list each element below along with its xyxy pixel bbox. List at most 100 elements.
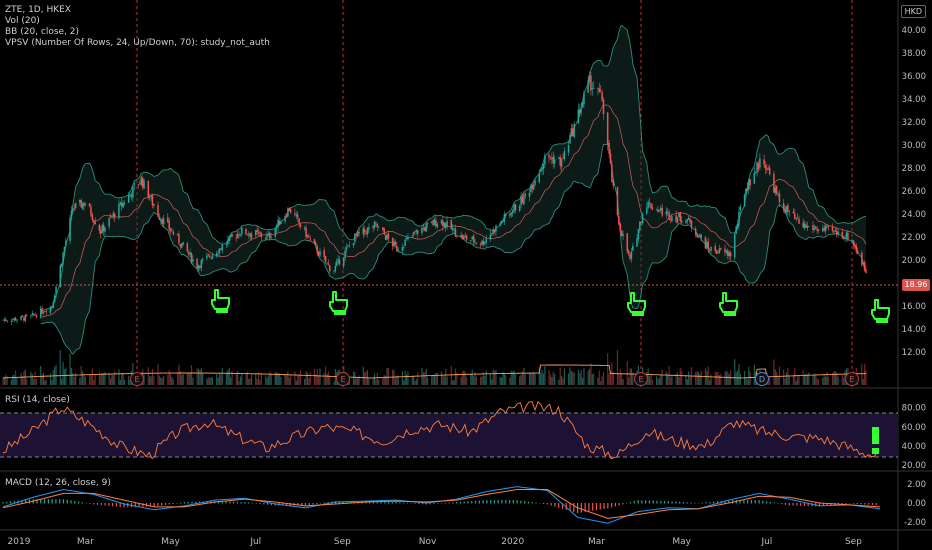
volume-bar [580, 370, 582, 385]
volume-bar [714, 371, 716, 385]
volume-bar [266, 378, 268, 385]
candle-body [404, 239, 406, 247]
macd-histogram-bar [142, 503, 144, 507]
volume-bar [397, 376, 399, 385]
volume-bar [572, 371, 574, 385]
candle-body [270, 236, 272, 238]
macd-histogram-bar [421, 503, 424, 505]
macd-histogram-bar [505, 500, 507, 504]
event-marker[interactable] [130, 372, 144, 386]
candle-body [127, 194, 130, 203]
candle-body [25, 315, 28, 316]
macd-tick: 0.00 [907, 499, 926, 509]
candle-body [255, 230, 257, 236]
candle-body [387, 233, 390, 239]
candle-body [423, 227, 426, 231]
volume-bar [372, 378, 374, 385]
volume-bar [432, 376, 434, 385]
vpsv-legend[interactable]: VPSV (Number Of Rows, 24, Up/Down, 70): … [5, 38, 270, 48]
bb-legend[interactable]: BB (20, close, 2) [5, 27, 80, 37]
volume-bar [102, 373, 105, 385]
candle-body [764, 165, 767, 169]
candle-body [446, 220, 448, 227]
candle-body [274, 228, 277, 237]
volume-bar [277, 373, 279, 385]
candle-body [30, 315, 32, 317]
candle-body [542, 163, 545, 170]
candle-body [197, 265, 200, 269]
macd-histogram-bar [603, 503, 605, 509]
vol-legend[interactable]: Vol (20) [5, 16, 40, 26]
macd-histogram-bar [652, 500, 654, 504]
macd-histogram-bar [149, 503, 152, 507]
macd-histogram-bar [232, 501, 235, 504]
volume-bar [6, 376, 8, 385]
volume-bar [481, 376, 483, 385]
candle-body [717, 252, 719, 254]
event-marker[interactable] [845, 372, 859, 386]
macd-histogram-bar [539, 503, 541, 504]
candle-body [245, 228, 247, 235]
volume-bar [5, 374, 7, 385]
volume-bar [114, 371, 116, 385]
candle-body [59, 265, 62, 288]
volume-bar [290, 374, 292, 385]
volume-bar [235, 373, 237, 385]
candle-body [485, 238, 487, 243]
candle-body [706, 242, 708, 249]
price-tick: 22.00 [902, 233, 926, 243]
macd-histogram-bar [85, 502, 87, 504]
volume-bar [559, 367, 561, 385]
macd-histogram-bar [637, 500, 639, 504]
volume-bar [197, 368, 200, 385]
candle-body [792, 211, 795, 214]
volume-bar [179, 371, 181, 385]
candle-body [39, 308, 42, 318]
rsi-tick: 80.00 [902, 404, 926, 414]
volume-bar [512, 371, 514, 385]
symbol-legend[interactable]: ZTE, 1D, HKEX [5, 5, 71, 15]
macd-histogram-bar [667, 501, 669, 504]
rsi-legend[interactable]: RSI (14, close) [5, 395, 70, 406]
macd-histogram-bar [25, 499, 27, 504]
volume-bar [421, 368, 423, 385]
candle-body [669, 219, 672, 221]
candle-body [407, 236, 409, 240]
macd-histogram-bar [36, 499, 38, 504]
currency-badge[interactable]: HKD [900, 5, 926, 18]
volume-bar [806, 374, 808, 385]
event-marker[interactable] [755, 372, 769, 386]
candle-body [597, 88, 599, 90]
volume-bar [608, 373, 610, 385]
volume-bar [161, 378, 163, 385]
volume-bar [51, 380, 53, 385]
candle-body [101, 225, 103, 233]
volume-bar [816, 377, 818, 385]
macd-histogram-bar [452, 502, 454, 504]
price-tick: 36.00 [902, 72, 926, 82]
candle-body [577, 109, 580, 124]
candle-body [657, 209, 659, 213]
volume-bar [803, 375, 806, 385]
candle-body [186, 243, 189, 252]
candle-body [333, 270, 335, 272]
candle-body [544, 155, 546, 165]
macd-histogram-bar [319, 503, 322, 504]
volume-bar [658, 378, 660, 385]
volume-bar [823, 373, 825, 385]
candle-body [774, 187, 777, 194]
candle-body [627, 250, 630, 254]
candle-body [2, 319, 4, 321]
volume-bar [23, 371, 25, 385]
volume-bar [150, 376, 152, 385]
candle-body [777, 194, 779, 196]
volume-bar [394, 377, 397, 385]
event-marker[interactable] [336, 372, 350, 386]
candle-body [558, 158, 560, 159]
event-marker[interactable] [634, 372, 648, 386]
macd-legend[interactable]: MACD (12, 26, close, 9) [5, 478, 111, 489]
volume-bar [329, 375, 331, 385]
candle-body [573, 123, 575, 138]
candle-body [303, 227, 306, 229]
macd-histogram-bar [104, 503, 106, 506]
